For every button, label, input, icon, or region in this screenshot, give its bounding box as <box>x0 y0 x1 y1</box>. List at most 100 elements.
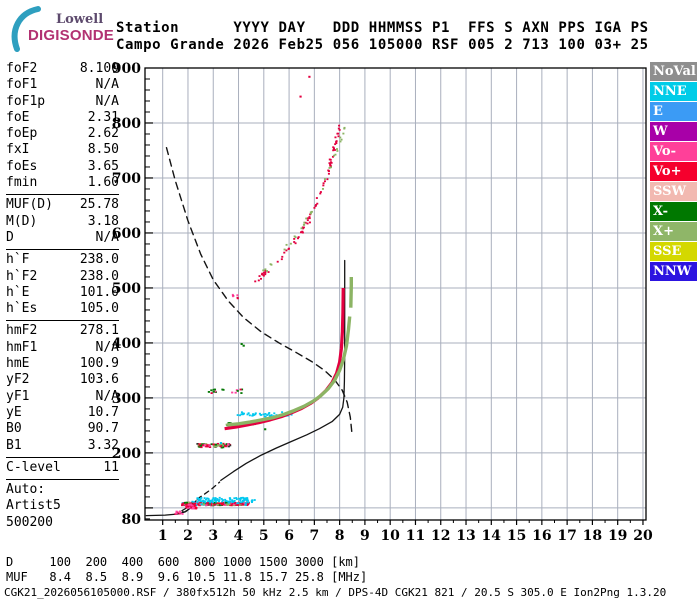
parameter-value: 238.0 <box>79 252 119 268</box>
parameter-value: 101.0 <box>79 284 119 300</box>
parameter-label: foF1 <box>6 77 38 93</box>
separator-rule <box>6 194 119 196</box>
parameter-row: foEp 2.62 <box>6 126 119 142</box>
parameter-row: hmE 100.9 <box>6 356 119 372</box>
parameter-value: 278.1 <box>79 323 119 339</box>
parameter-row: fmin 1.60 <box>6 175 119 191</box>
parameter-label: fmin <box>6 175 38 191</box>
parameter-row: yE 10.7 <box>6 405 119 421</box>
x-axis-label: 11 <box>406 528 425 544</box>
x-axis-label: 19 <box>608 528 627 544</box>
x-axis-label: 15 <box>507 528 526 544</box>
f-trace-x-mode-upper <box>349 277 353 308</box>
parameter-value: 105.0 <box>79 301 119 317</box>
transmission-curve <box>165 146 353 433</box>
parameter-row: fxI 8.50 <box>6 142 119 158</box>
parameter-value: 90.7 <box>87 421 119 437</box>
muf-distance-table: D 100 200 400 600 800 1000 1500 3000 [km… <box>6 555 367 585</box>
parameter-label: M(D) <box>6 213 38 229</box>
parameter-label: Artist5 <box>6 498 61 514</box>
parameter-value: 3.65 <box>87 158 119 174</box>
parameter-label: foEs <box>6 158 38 174</box>
separator-rule <box>6 456 119 458</box>
parameter-label: yF1 <box>6 388 30 404</box>
parameter-value: 10.7 <box>87 404 119 420</box>
logo: Lowell DIGISONDE <box>4 4 122 52</box>
y-axis-label: 900 <box>112 61 141 77</box>
f-trace-o-mode <box>224 287 345 431</box>
separator-rule <box>6 320 119 322</box>
x-axis-label: 18 <box>583 528 602 544</box>
parameter-label: h`F <box>6 252 30 268</box>
x-axis-label: 16 <box>532 528 551 544</box>
parameter-row: Auto: <box>6 482 119 498</box>
parameter-label: foF2 <box>6 61 38 76</box>
x-axis-label: 1 <box>158 528 168 544</box>
parameter-label: foE <box>6 109 30 125</box>
legend-item-nnw: NNW <box>650 262 697 281</box>
parameter-row: foF1p N/A <box>6 94 119 110</box>
y-axis-label: 600 <box>112 226 141 242</box>
parameter-value: 3.18 <box>87 213 119 229</box>
profile-valley <box>196 481 221 500</box>
legend-item-sse: SSE <box>650 242 697 261</box>
profile-f-region <box>220 259 346 482</box>
parameter-row: h`Es 105.0 <box>6 301 119 317</box>
parameter-label: fxI <box>6 142 30 158</box>
y-axis-label: 500 <box>112 281 141 297</box>
x-axis-label: 13 <box>456 528 475 544</box>
parameter-row: yF1 N/A <box>6 389 119 405</box>
parameter-value: 25.78 <box>79 197 119 213</box>
x-axis-label: 2 <box>183 528 193 544</box>
parameter-label: yF2 <box>6 372 30 388</box>
parameter-value: 8.50 <box>87 142 119 158</box>
parameter-row: foEs 3.65 <box>6 159 119 175</box>
parameter-value: 8.100 <box>79 61 119 76</box>
parameter-value: 3.32 <box>87 437 119 453</box>
x-axis-label: 12 <box>431 528 450 544</box>
x-axis-label: 9 <box>360 528 370 544</box>
parameter-label: yE <box>6 404 22 420</box>
legend-item-vo: Vo- <box>650 142 697 161</box>
x-axis-label: 3 <box>208 528 218 544</box>
parameter-row: h`E 101.0 <box>6 285 119 301</box>
parameter-label: Auto: <box>6 482 46 498</box>
legend-item-ssw: SSW <box>650 182 697 201</box>
echo-direction-legend: NoVal NNE E W Vo- Vo+ SSW X- X+ SSE NNW <box>650 62 698 282</box>
legend-item-noval: NoVal <box>650 62 697 81</box>
parameter-value: N/A <box>95 388 119 404</box>
parameter-value: 11 <box>103 459 119 475</box>
parameter-label: B0 <box>6 421 22 437</box>
logo-digisonde-text: DIGISONDE <box>28 27 114 44</box>
x-axis-label: 10 <box>380 528 400 544</box>
parameter-label: foEp <box>6 126 38 142</box>
parameter-label: hmF1 <box>6 339 38 355</box>
parameter-label: hmF2 <box>6 323 38 339</box>
parameter-label: C-level <box>6 459 61 475</box>
x-axis-label: 5 <box>259 528 269 544</box>
parameter-value: N/A <box>95 229 119 245</box>
parameter-label: B1 <box>6 437 22 453</box>
parameter-row: yF2 103.6 <box>6 372 119 388</box>
parameter-row: Artist5 <box>6 498 119 514</box>
y-axis-label: 800 <box>112 116 141 132</box>
parameter-row: foE 2.31 <box>6 110 119 126</box>
distance-row: D 100 200 400 600 800 1000 1500 3000 [km… <box>6 555 361 569</box>
f-trace-x-mode <box>227 316 352 427</box>
parameter-value: N/A <box>95 339 119 355</box>
x-axis-label: 7 <box>309 528 319 544</box>
parameter-label: foF1p <box>6 93 46 109</box>
legend-item-e: E <box>650 102 697 121</box>
parameter-row: hmF2 278.1 <box>6 323 119 339</box>
logo-swoosh-icon <box>11 6 41 52</box>
parameter-row: foF1 N/A <box>6 77 119 93</box>
parameter-row: B1 3.32 <box>6 438 119 454</box>
parameter-row: foF2 8.100 <box>6 61 119 77</box>
parameter-panel: foF2 8.100 foF1 N/A foF1p N/A foE 2.31 foEp 2.62 f… <box>6 61 119 531</box>
legend-item-vo: Vo+ <box>650 162 697 181</box>
y-axis-label: 700 <box>112 171 141 187</box>
parameter-value: N/A <box>95 93 119 109</box>
logo-lowell-text: Lowell <box>56 12 104 27</box>
